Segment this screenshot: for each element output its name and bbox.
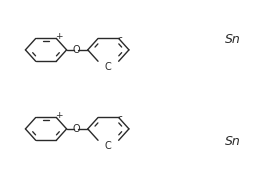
Text: C: C [105, 62, 112, 72]
Text: O: O [72, 124, 80, 134]
Text: -: - [118, 111, 122, 121]
Text: C: C [105, 141, 112, 151]
Text: +: + [55, 111, 62, 120]
Text: +: + [55, 32, 62, 41]
Text: Sn: Sn [225, 33, 241, 46]
Text: Sn: Sn [225, 135, 241, 148]
Text: -: - [118, 32, 122, 42]
Text: O: O [72, 45, 80, 55]
